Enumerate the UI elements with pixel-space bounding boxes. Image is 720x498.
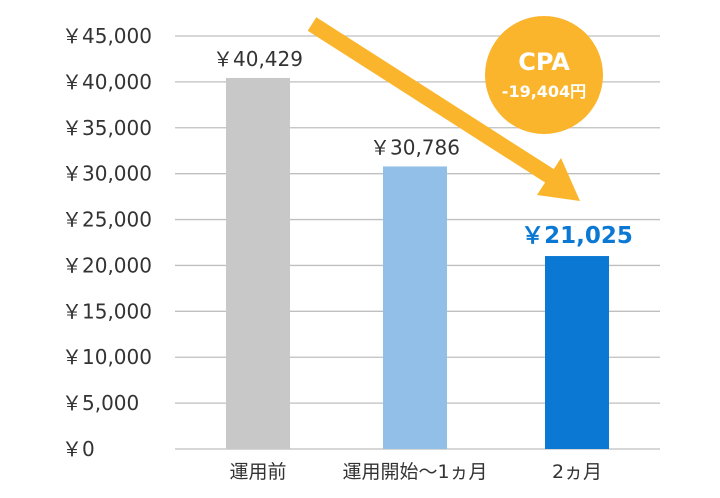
y-tick-label: ￥20,000 — [62, 253, 152, 277]
y-tick-label: ￥10,000 — [62, 345, 152, 369]
category-label: 運用開始〜1ヵ月 — [342, 461, 487, 483]
badge-value: -19,404円 — [502, 82, 586, 101]
badge-circle — [485, 16, 603, 134]
trend-arrow — [307, 17, 580, 201]
y-axis-tick-labels: ￥0 ￥5,000 ￥10,000 ￥15,000 ￥20,000 ￥25,000 ￥30,… — [62, 24, 152, 461]
y-tick-label: ￥15,000 — [62, 299, 152, 323]
badge-title: CPA — [518, 48, 570, 76]
y-tick-label: ￥35,000 — [62, 116, 152, 140]
bar — [545, 256, 609, 449]
category-label: 運用前 — [229, 461, 286, 483]
bars — [226, 77, 609, 449]
bar — [226, 77, 290, 449]
y-tick-label: ￥5,000 — [62, 391, 139, 415]
value-label: ￥21,025 — [521, 223, 633, 249]
value-label: ￥30,786 — [370, 135, 460, 159]
y-tick-label: ￥25,000 — [62, 208, 152, 232]
value-labels: ￥40,429 ￥30,786 ￥21,025 — [213, 47, 633, 249]
bar — [383, 166, 447, 449]
trend-arrow-head — [537, 158, 580, 201]
y-tick-label: ￥30,000 — [62, 162, 152, 186]
value-label: ￥40,429 — [213, 47, 303, 71]
y-tick-label: ￥40,000 — [62, 70, 152, 94]
y-tick-label: ￥45,000 — [62, 24, 152, 48]
trend-arrow-shaft — [307, 17, 561, 187]
category-label: 2ヵ月 — [552, 461, 602, 483]
y-tick-label: ￥0 — [62, 437, 95, 461]
cpa-badge: CPA -19,404円 — [485, 16, 603, 134]
x-axis-category-labels: 運用前 運用開始〜1ヵ月 2ヵ月 — [229, 461, 602, 483]
